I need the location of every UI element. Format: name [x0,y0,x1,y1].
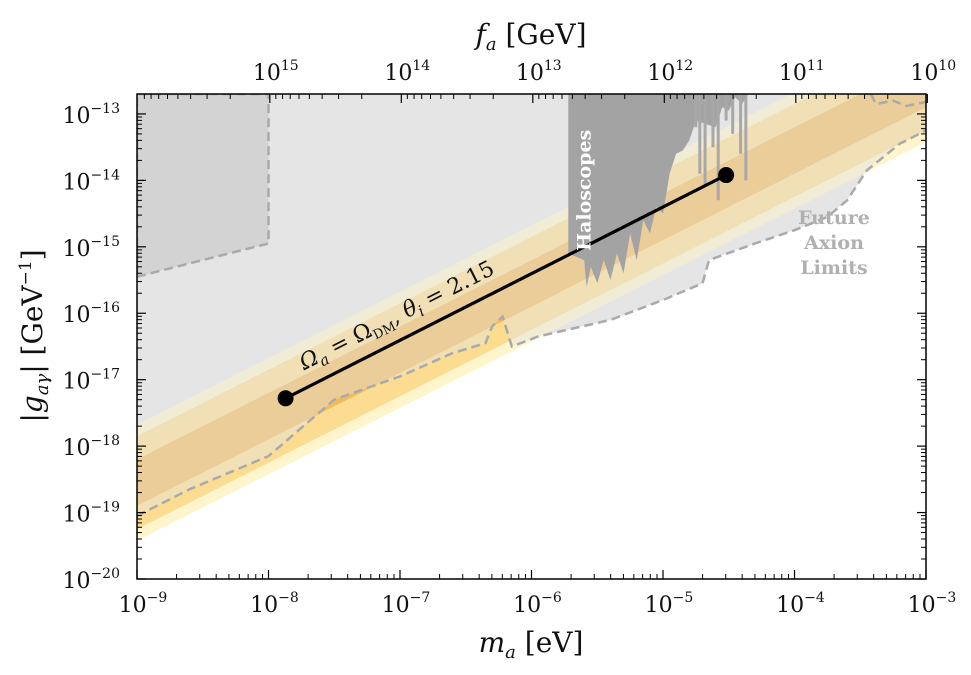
y-tick-label: 10−14 [62,167,120,195]
y-tick-label: 10−18 [62,433,120,461]
dm-line-end-point [718,167,735,184]
future-limits-overlay [137,94,926,516]
future-limits-boundary-top [869,94,926,108]
dm-line-start-point [277,390,294,407]
y-axis-title: |gaγ| [GeV−1] [16,249,53,422]
x-tick-label: 10−6 [513,590,562,618]
top-axis-title: fa [GeV] [473,18,586,55]
top-tick-label: 1014 [384,58,430,86]
top-tick-label: 1010 [910,58,956,86]
x-axis-title: ma [eV] [479,626,584,663]
top-tick-label: 1013 [516,58,562,86]
y-tick-label: 10−19 [62,500,120,528]
future-limits-label-line: Axion [803,232,864,254]
top-tick-label: 1015 [253,58,299,86]
dm-line [284,173,727,400]
x-tick-label: 10−3 [908,590,957,618]
y-tick-label: 10−20 [62,566,120,594]
haloscopes-label: Haloscopes [574,130,596,251]
x-tick-label: 10−8 [250,590,299,618]
y-tick-label: 10−17 [62,367,120,395]
x-tick-label: 10−7 [382,590,431,618]
x-tick-label: 10−5 [645,590,694,618]
y-tick-label: 10−15 [62,234,120,262]
y-tick-label: 10−13 [62,101,120,129]
early-universe-bound-region [137,94,270,278]
x-tick-label: 10−9 [119,590,168,618]
top-tick-label: 1011 [779,58,825,86]
qcd-band-core [137,94,926,506]
future-limits-boundary [137,129,926,518]
future-limits-label-line: Limits [800,257,867,279]
top-tick-label: 1012 [647,58,693,86]
y-tick-label: 10−16 [62,300,120,328]
x-tick-label: 10−4 [776,590,825,618]
haloscopes-region [568,94,749,287]
future-limits-label-line: Future [798,207,870,229]
